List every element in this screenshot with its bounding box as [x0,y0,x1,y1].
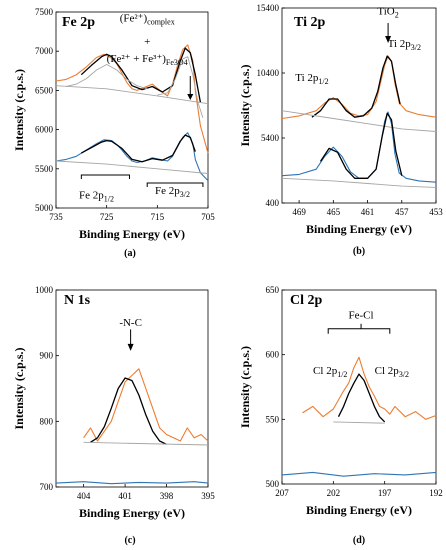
annotation-2: Cl 2p3/2 [375,365,409,379]
annotation-3: Fe 2p1/2 [79,190,114,204]
annotation-0: -N-C [119,317,142,329]
annotation-2: Ti 2p1/2 [295,72,328,86]
y-tick-label: 900 [40,351,54,361]
plot-frame [55,289,209,488]
series-spectrum [281,471,437,477]
annotation-2: (Fe²⁺ + Fe³⁺)Fe3O4 [107,53,188,67]
y-axis-label: Intensity (c.p.s.) [238,346,252,428]
panel-label: (c) [124,535,135,546]
y-tick-label: 400 [266,198,280,208]
annotation-4: Fe 2p3/2 [155,185,190,199]
x-axis-label: Binding Energy (eV) [79,227,185,241]
annotation-0: (Fe²⁺)complex [120,12,175,26]
x-tick-label: 725 [100,212,114,222]
panel-title: Cl 2p [290,293,323,308]
arrow-head [127,343,134,351]
x-tick-label: 705 [201,212,215,222]
series-spectrum [281,55,437,120]
series-fit [80,47,202,103]
x-tick-label: 207 [275,488,289,498]
bracket-fecl [327,328,391,334]
panel-3: 500 550 600 650 207 202 197 192 Cl 2p Binding Ene… [238,285,443,546]
x-tick-label: 735 [49,212,63,222]
y-tick-label: 600 [266,350,280,360]
arrow-head [187,94,194,100]
x-tick-label: 395 [201,491,215,501]
x-tick-label: 401 [118,491,132,501]
y-tick-label: 500 [266,479,280,489]
y-tick-label: 5500 [35,164,54,174]
series-baseline [333,421,385,424]
y-axis-label: Intensity (c.p.s.) [12,69,26,151]
y-tick-label: 1000 [35,285,54,295]
x-tick-label: 202 [327,488,341,498]
y-tick-label: 800 [40,416,54,426]
x-tick-label: 404 [77,491,91,501]
series-baseline [55,160,209,174]
x-tick-label: 197 [378,488,392,498]
y-tick-label: 650 [266,285,280,295]
series-baseline [83,441,209,446]
series-fit [319,112,403,179]
y-axis-label: Intensity (c.p.s.) [238,64,252,146]
y-tick-label: 5000 [35,203,54,213]
panel-1: 400 5400 10400 15400 469 465 461 457 453 Ti 2p Bin… [238,3,443,257]
y-tick-label: 6000 [35,125,54,135]
panel-label: (d) [353,535,365,546]
series-fit [90,377,167,445]
plot-frame [281,289,437,485]
series-fit [337,373,386,423]
series-baseline [281,177,437,188]
panel-label: (a) [124,248,136,259]
y-tick-label: 700 [40,482,54,492]
x-tick-label: 457 [395,207,409,217]
y-tick-label: 10400 [257,68,280,78]
series-spectrum [83,368,209,442]
x-tick-label: 453 [429,207,443,217]
x-axis-label: Binding Energy (eV) [306,222,412,236]
series-component [65,64,148,90]
panel-label: (b) [353,246,365,257]
series-baseline [281,110,437,132]
y-tick-label: 5400 [261,133,280,143]
y-tick-label: 7000 [35,46,54,56]
x-axis-label: Binding Energy (eV) [306,503,412,517]
series-fit [80,134,196,163]
series-component [157,56,204,118]
y-tick-label: 7500 [35,7,54,17]
plot-frame [281,7,437,204]
annotation-1: + [144,36,150,48]
arrow-head [385,36,392,43]
annotation-1: Ti 2p3/2 [388,38,421,52]
panel-0: 5000 5500 6000 6500 7000 7500 735 725 715 705 Fe 2… [12,7,215,259]
x-tick-label: 192 [429,488,443,498]
series-spectrum [55,481,209,485]
bracket-2p32 [146,182,204,187]
annotation-0: Fe-Cl [349,309,374,321]
y-axis-label: Intensity (c.p.s.) [12,347,26,429]
annotation-1: Cl 2p1/2 [313,365,347,379]
x-tick-label: 398 [160,491,174,501]
annotation-0: TiO2 [377,6,398,20]
x-tick-label: 469 [292,207,306,217]
x-axis-label: Binding Energy (eV) [79,506,185,520]
series-spectrum [302,356,437,420]
x-tick-label: 715 [151,212,165,222]
series-spectrum [55,132,209,181]
series-fit [311,55,401,118]
panel-title: Ti 2p [294,15,325,30]
panel-title: Fe 2p [62,15,95,30]
panel-2: 700 800 900 1000 404 401 398 395 N 1s Binding Ene… [12,285,215,546]
bracket-2p12 [80,174,130,179]
plot-frame [55,11,209,209]
panel-title: N 1s [64,293,91,308]
x-tick-label: 461 [361,207,375,217]
y-tick-label: 15400 [257,3,280,13]
x-tick-label: 465 [327,207,341,217]
y-tick-label: 6500 [35,85,54,95]
y-tick-label: 550 [266,414,280,424]
series-baseline [55,85,209,105]
